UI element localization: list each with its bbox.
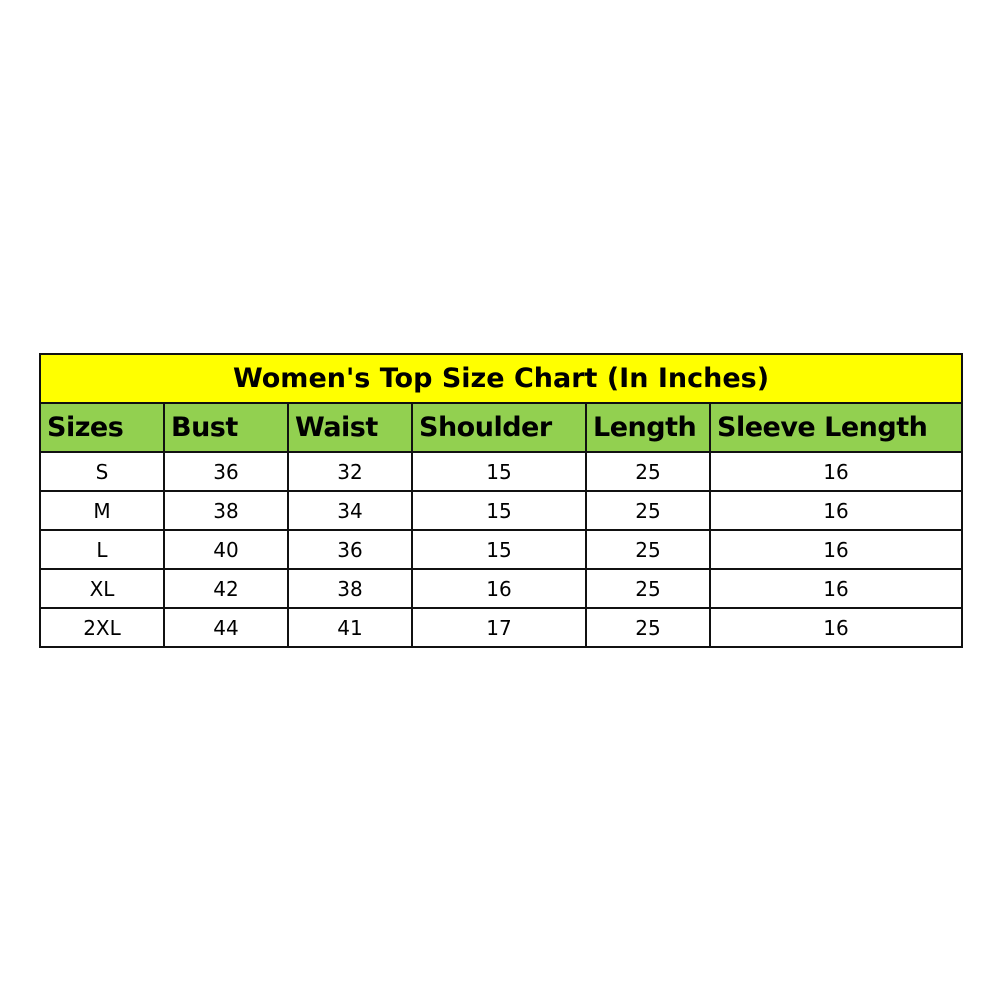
table-row: M 38 34 15 25 16 <box>39 490 963 531</box>
table-cell: 25 <box>585 607 711 648</box>
table-cell: 15 <box>411 451 587 492</box>
table-cell: 41 <box>287 607 413 648</box>
table-cell: 25 <box>585 490 711 531</box>
table-cell: 36 <box>287 529 413 570</box>
table-cell: 15 <box>411 490 587 531</box>
column-header: Bust <box>163 402 289 453</box>
table-row: 2XL 44 41 17 25 16 <box>39 607 963 648</box>
table-row: S 36 32 15 25 16 <box>39 451 963 492</box>
column-header: Length <box>585 402 711 453</box>
table-cell: 16 <box>411 568 587 609</box>
table-cell: 2XL <box>39 607 165 648</box>
table-cell: 32 <box>287 451 413 492</box>
table-cell: 15 <box>411 529 587 570</box>
table-cell: S <box>39 451 165 492</box>
table-row: XL 42 38 16 25 16 <box>39 568 963 609</box>
table-cell: 25 <box>585 451 711 492</box>
table-cell: 17 <box>411 607 587 648</box>
size-chart-table: Women's Top Size Chart (In Inches) Sizes… <box>39 353 963 648</box>
table-cell: 25 <box>585 568 711 609</box>
table-cell: 16 <box>709 529 963 570</box>
table-cell: 36 <box>163 451 289 492</box>
table-cell: 38 <box>163 490 289 531</box>
table-cell: 42 <box>163 568 289 609</box>
table-title: Women's Top Size Chart (In Inches) <box>39 353 963 404</box>
table-cell: 16 <box>709 451 963 492</box>
column-header: Shoulder <box>411 402 587 453</box>
table-cell: M <box>39 490 165 531</box>
table-cell: 34 <box>287 490 413 531</box>
table-row: L 40 36 15 25 16 <box>39 529 963 570</box>
column-header: Sleeve Length <box>709 402 963 453</box>
table-cell: 40 <box>163 529 289 570</box>
table-cell: 25 <box>585 529 711 570</box>
table-cell: 16 <box>709 607 963 648</box>
table-cell: 16 <box>709 490 963 531</box>
table-cell: L <box>39 529 165 570</box>
table-cell: 44 <box>163 607 289 648</box>
table-cell: 16 <box>709 568 963 609</box>
column-header: Sizes <box>39 402 165 453</box>
table-cell: XL <box>39 568 165 609</box>
column-header: Waist <box>287 402 413 453</box>
table-cell: 38 <box>287 568 413 609</box>
